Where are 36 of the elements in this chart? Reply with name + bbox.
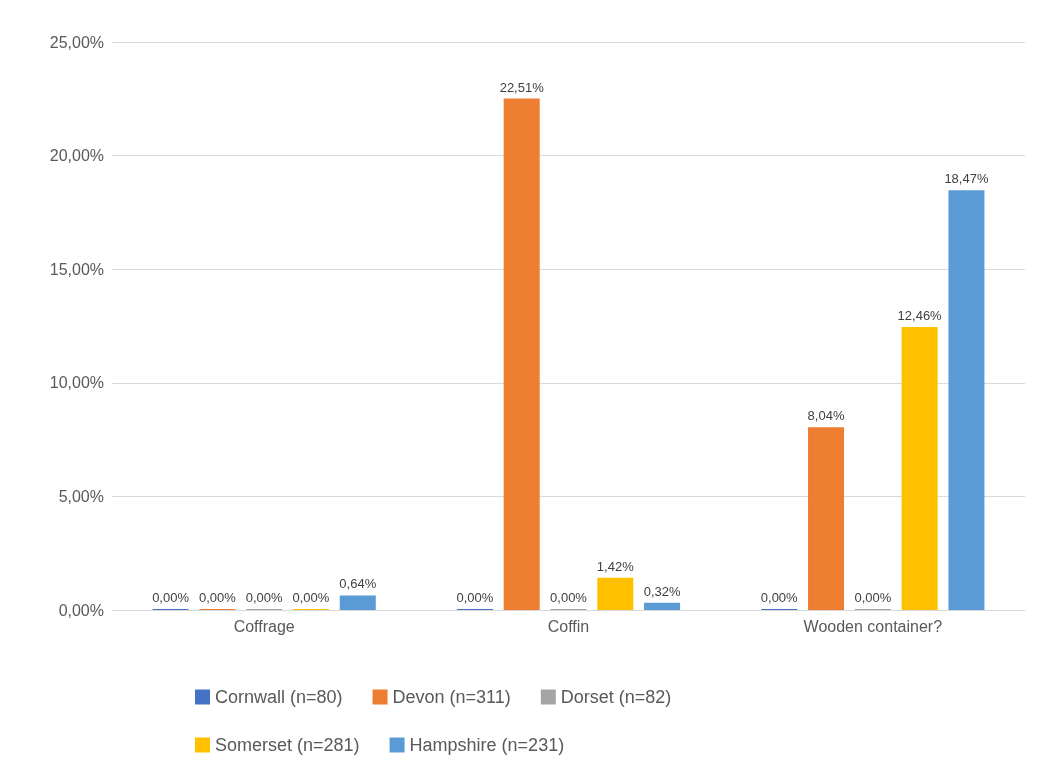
x-tick-label: Coffin <box>547 617 590 635</box>
y-tick-label: 25,00% <box>49 33 104 51</box>
x-tick-label: Wooden container? <box>803 617 943 635</box>
bar <box>948 190 985 610</box>
y-tick-label: 15,00% <box>49 260 104 278</box>
bar <box>597 577 634 610</box>
data-label: 0,32% <box>643 583 681 599</box>
data-label: 8,04% <box>807 408 845 424</box>
legend-label: Cornwall (n=80) <box>215 687 343 707</box>
y-tick-label: 5,00% <box>58 487 104 505</box>
data-label: 22,51% <box>499 79 545 95</box>
y-tick-label: 10,00% <box>49 374 104 392</box>
bar <box>339 595 376 610</box>
data-label: 0,00% <box>245 590 284 605</box>
data-label: 0,00% <box>198 590 237 605</box>
data-label: 0,00% <box>760 590 799 605</box>
legend-label: Hampshire (n=231) <box>409 735 565 755</box>
data-label: 0,00% <box>854 590 892 605</box>
data-label: 0,00% <box>550 590 588 605</box>
bar <box>644 602 681 610</box>
y-tick-label: 0,00% <box>58 601 104 619</box>
legend-label: Dorset (n=82) <box>560 687 672 707</box>
bar <box>901 326 938 610</box>
data-label: 18,47% <box>944 171 989 187</box>
legend-label: Somerset (n=281) <box>215 735 360 755</box>
bar <box>808 427 845 610</box>
data-label: 0,00% <box>456 590 494 605</box>
y-tick-label: 20,00% <box>49 147 104 165</box>
data-label: 12,46% <box>897 307 943 323</box>
x-tick-label: Coffrage <box>233 617 295 635</box>
data-label: 1,42% <box>596 558 635 574</box>
data-label: 0,00% <box>152 590 190 605</box>
bar <box>503 98 540 610</box>
legend-label: Devon (n=311) <box>392 687 511 707</box>
data-label: 0,00% <box>292 590 330 605</box>
data-label: 0,64% <box>339 576 377 592</box>
